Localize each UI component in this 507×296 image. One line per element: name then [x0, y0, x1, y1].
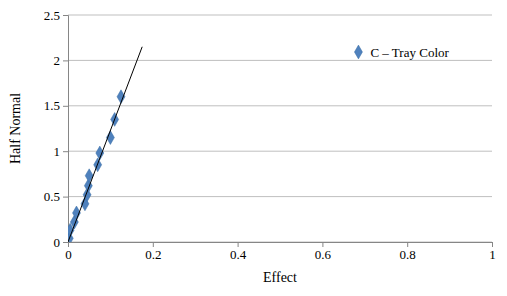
tick-label: 1 — [54, 144, 61, 159]
chart: 0 0.2 0.4 0.6 0.8 1 0 0.5 1 1.5 2 2.5 Effect Half Nor… — [0, 0, 507, 296]
grid-line — [68, 151, 492, 152]
tick-label: 0.8 — [400, 247, 416, 262]
tick-mark — [63, 106, 68, 107]
tick-mark — [63, 242, 68, 243]
tick: 0.6 — [315, 242, 332, 262]
point — [85, 169, 93, 183]
tick-mark — [63, 151, 68, 152]
y-axis: 0 0.5 1 1.5 2 2.5 — [44, 8, 69, 250]
tick: 2 — [54, 53, 69, 68]
grid-line — [68, 105, 492, 106]
x-axis-title: Effect — [263, 270, 297, 285]
tick: 0 — [65, 242, 72, 262]
tick-label: 0 — [54, 235, 61, 250]
tick-mark — [63, 15, 68, 16]
legend-symbol — [354, 45, 362, 59]
tick-label: 0.4 — [230, 247, 247, 262]
tick-label: 0.2 — [145, 247, 161, 262]
tick-label: 2 — [54, 53, 61, 68]
tick: 1.5 — [44, 98, 68, 113]
axis-line — [63, 16, 69, 243]
tick: 0 — [54, 235, 69, 250]
legend: C – Tray Color — [354, 45, 449, 60]
grid-line — [68, 196, 492, 197]
tick: 1 — [54, 144, 69, 159]
tick-mark — [63, 60, 68, 61]
tick-label: 2.5 — [44, 8, 60, 23]
grid-line — [68, 60, 492, 61]
x-axis: 0 0.2 0.4 0.6 0.8 1 — [65, 242, 496, 262]
tick: 0.4 — [230, 242, 247, 262]
tick-label: 0.6 — [315, 247, 332, 262]
tick: 0.2 — [145, 242, 161, 262]
y-axis-title: Half Normal — [8, 93, 23, 164]
tick-mark — [63, 197, 68, 198]
tick: 2.5 — [44, 8, 68, 23]
tick-label: 0.5 — [44, 189, 60, 204]
axis-line — [69, 243, 493, 248]
tick: 1 — [489, 242, 496, 262]
marks — [68, 47, 142, 242]
grid-line — [68, 15, 492, 16]
tick: 0.5 — [44, 189, 68, 204]
tick: 0.8 — [400, 242, 416, 262]
legend-label: C – Tray Color — [370, 45, 449, 60]
tick-label: 1 — [489, 247, 496, 262]
grid — [68, 15, 492, 242]
tick-label: 0 — [65, 247, 72, 262]
fit-line — [68, 47, 142, 242]
tick-label: 1.5 — [44, 98, 60, 113]
